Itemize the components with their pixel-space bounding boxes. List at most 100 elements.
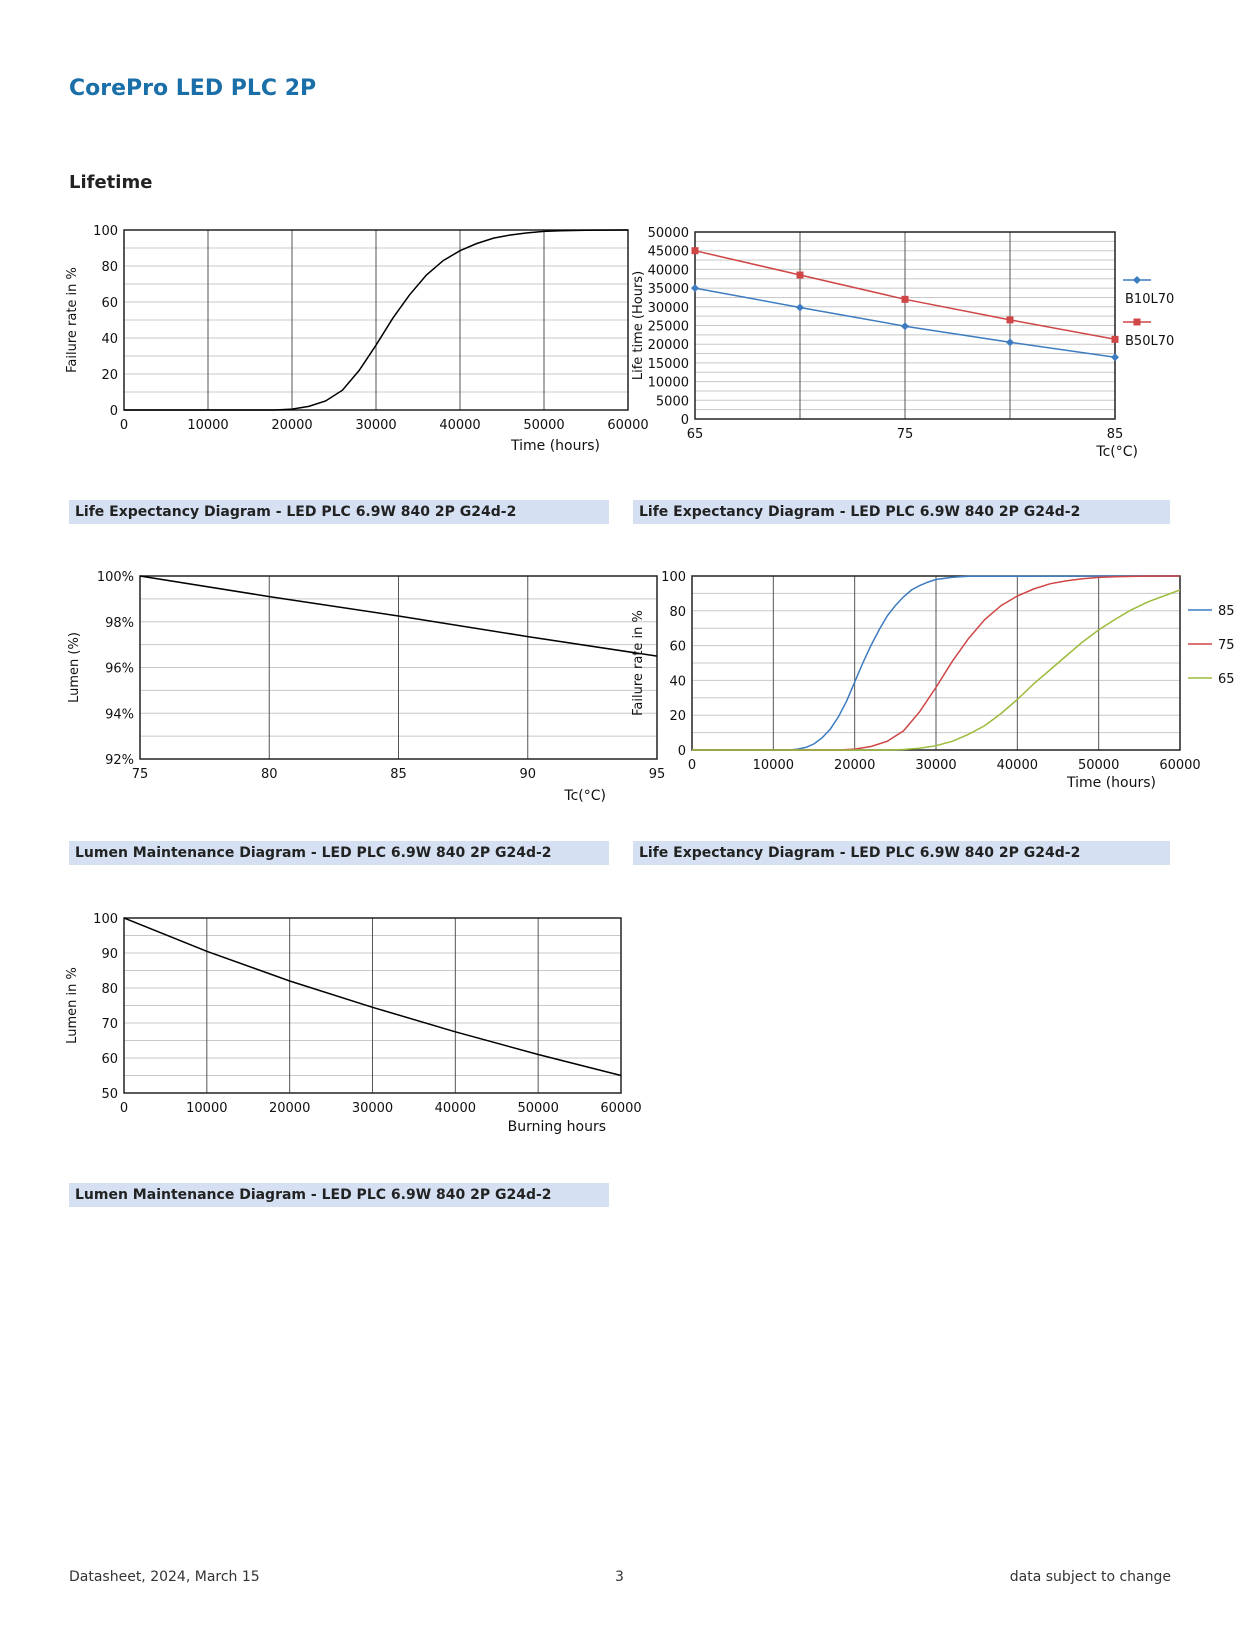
y-tick-label: 60 [669,640,686,655]
x-tick-label: 10000 [186,1101,227,1116]
data-point [901,322,909,331]
x-tick-label: 75 [897,427,914,442]
y-tick-label: 70 [101,1017,118,1032]
y-tick-label: 40 [669,674,686,689]
caption-life-expectancy-3: Life Expectancy Diagram - LED PLC 6.9W 8… [633,841,1170,865]
y-axis-label: Failure rate in % [631,610,646,716]
x-tick-label: 85 [1107,427,1124,442]
y-tick-label: 0 [681,413,689,428]
x-tick-label: 60000 [600,1101,641,1116]
x-tick-label: 65 [687,427,704,442]
y-tick-label: 35000 [648,282,689,297]
y-tick-label: 40 [101,332,118,347]
x-tick-label: 0 [120,1101,128,1116]
y-tick-label: 10000 [648,376,689,391]
y-tick-label: 90 [101,947,118,962]
plot-frame [123,229,629,411]
y-tick-label: 25000 [648,320,689,335]
chart-lumen-tc: 92% 94% 96% 98% 100% 75 80 85 90 95 Tc(°C) Lumen (%… [67,570,665,804]
x-tick-label: 50000 [517,1101,558,1116]
x-tick-label: 75 [132,767,149,782]
y-tick-label: 100 [661,570,686,585]
x-tick-label: 40000 [997,758,1038,773]
y-tick-label: 98% [105,616,134,631]
x-tick-label: 60000 [1159,758,1200,773]
legend-label: B10L70 [1125,292,1174,307]
y-tick-label: 92% [105,753,134,768]
x-tick-label: 0 [120,418,128,433]
y-tick-label: 0 [678,744,686,759]
x-axis-label: Time (hours) [510,438,600,454]
x-tick-label: 30000 [352,1101,393,1116]
x-tick-label: 50000 [1078,758,1119,773]
y-tick-label: 94% [105,707,134,722]
y-tick-label: 100% [97,570,134,585]
section-title: Lifetime [69,172,153,193]
data-point [691,247,699,255]
x-tick-label: 30000 [915,758,956,773]
y-tick-label: 100 [93,912,118,927]
legend-label: 85 [1218,604,1235,619]
data-point [796,303,804,312]
series-line-0 [124,229,629,411]
legend-marker [1133,318,1141,326]
y-axis-label: Lumen (%) [67,632,82,703]
chart-life-time: 0 5000 10000 15000 20000 25000 30000 35000 40000… [631,226,1174,460]
x-tick-label: 85 [390,767,407,782]
chart-failure-rate: 0 20 40 60 80 100 0 10000 20000 30000 40000 50000 60… [65,224,649,454]
series-line-0 [139,575,658,657]
y-tick-label: 60 [101,296,118,311]
x-tick-label: 40000 [439,418,480,433]
plot-frame [691,575,1181,751]
y-axis-label: Life time (Hours) [631,271,646,380]
chart-failure-rate-tc: 0 20 40 60 80 100 0 10000 20000 30000 40000 50000 60… [631,570,1235,791]
x-tick-label: 10000 [753,758,794,773]
data-point [1111,335,1119,343]
x-tick-label: 60000 [607,418,648,433]
x-tick-label: 20000 [834,758,875,773]
legend-label: 65 [1218,672,1235,687]
legend-label: 75 [1218,638,1235,653]
data-point [1111,353,1119,362]
footer-disclaimer: data subject to change [1009,1569,1171,1585]
footer-page-number: 3 [615,1569,624,1585]
y-tick-label: 80 [101,260,118,275]
y-tick-label: 100 [93,224,118,239]
series-line-1 [692,575,1181,751]
x-tick-label: 50000 [523,418,564,433]
data-point [1006,316,1014,324]
x-tick-label: 40000 [435,1101,476,1116]
y-tick-label: 96% [105,662,134,677]
x-tick-label: 30000 [355,418,396,433]
y-tick-label: 45000 [648,245,689,260]
x-tick-label: 0 [688,758,696,773]
y-tick-label: 40000 [648,263,689,278]
y-tick-label: 60 [101,1052,118,1067]
y-axis-label: Lumen in % [65,967,80,1044]
y-tick-label: 20000 [648,338,689,353]
data-point [691,284,699,293]
y-tick-label: 0 [110,404,118,419]
series-line-2 [692,589,1181,751]
x-axis-label: Time (hours) [1066,775,1156,791]
plot-frame [139,575,658,760]
x-tick-label: 20000 [269,1101,310,1116]
y-axis-label: Failure rate in % [65,267,80,373]
x-tick-label: 10000 [187,418,228,433]
y-tick-label: 80 [669,605,686,620]
series-line-0 [123,917,622,1077]
x-axis-label: Burning hours [508,1119,606,1135]
document-title: CorePro LED PLC 2P [69,76,317,101]
caption-lumen-maintenance-1: Lumen Maintenance Diagram - LED PLC 6.9W… [69,841,609,865]
x-tick-label: 95 [649,767,666,782]
x-tick-label: 20000 [271,418,312,433]
plot-frame [694,231,1116,420]
caption-life-expectancy-2: Life Expectancy Diagram - LED PLC 6.9W 8… [633,500,1170,524]
y-tick-label: 15000 [648,357,689,372]
data-point [1006,338,1014,347]
caption-lumen-maintenance-2: Lumen Maintenance Diagram - LED PLC 6.9W… [69,1183,609,1207]
legend-label: B50L70 [1125,334,1174,349]
y-tick-label: 80 [101,982,118,997]
footer-date: Datasheet, 2024, March 15 [69,1569,260,1585]
x-tick-label: 80 [261,767,278,782]
